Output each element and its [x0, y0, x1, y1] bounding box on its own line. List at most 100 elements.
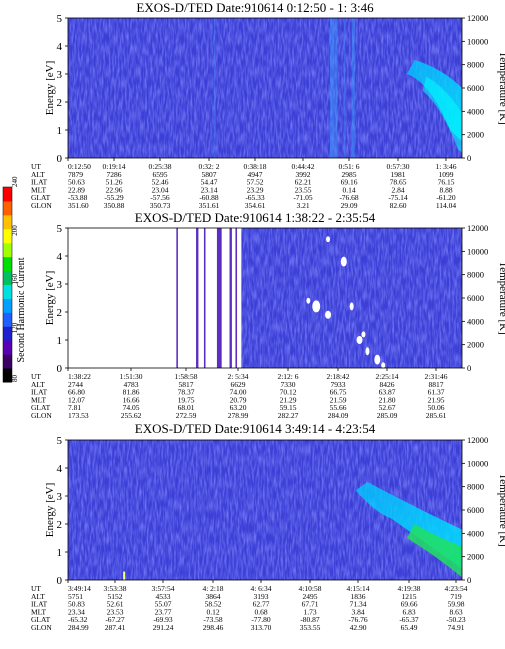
saturated-spot — [306, 297, 311, 304]
table-cell: 65.49 — [401, 623, 418, 632]
table-cell: 351.60 — [68, 201, 89, 210]
row-label: UT — [31, 584, 41, 593]
colorbar-tick-label: 240 — [11, 176, 19, 187]
table-cell: 6.83 — [402, 607, 415, 616]
panel-3: EXOS-D/TED Date:910614 3:49:14 - 4:23:54… — [31, 421, 505, 632]
table-cell: 282.27 — [278, 411, 299, 420]
y-tick-label: 3 — [57, 69, 63, 81]
table-cell: 20.79 — [230, 395, 247, 404]
colorbar-swatch — [3, 242, 12, 258]
table-cell: 0:57:30 — [387, 162, 410, 171]
row-label: ILAT — [31, 178, 48, 187]
panel-1: EXOS-D/TED Date:910614 0:12:50 - 1: 3:46… — [31, 0, 505, 210]
table-cell: 350.73 — [150, 201, 171, 210]
table-cell: 0.68 — [254, 607, 267, 616]
row-label: UT — [31, 372, 41, 381]
table-cell: 58.52 — [205, 600, 222, 609]
table-cell: 66.75 — [330, 388, 347, 397]
saturated-spot — [340, 256, 347, 267]
data-stripe — [176, 228, 178, 368]
y2-tick-label: 10000 — [467, 246, 488, 256]
table-cell: 7.81 — [68, 403, 81, 412]
saturated-spot — [381, 362, 386, 369]
row-label: ALT — [31, 592, 45, 601]
saturated-spot — [361, 331, 366, 338]
panel-2: EXOS-D/TED Date:910614 1:38:22 - 2:35:54… — [31, 210, 505, 420]
table-cell: 3992 — [296, 170, 311, 179]
table-cell: -80.87 — [300, 615, 320, 624]
table-cell: 272.59 — [176, 411, 197, 420]
table-cell: -60.88 — [199, 193, 219, 202]
row-label: GLON — [31, 201, 52, 210]
y2-tick-label: 0 — [467, 575, 471, 585]
table-cell: -50.23 — [446, 615, 466, 624]
table-cell: -71.05 — [293, 193, 313, 202]
table-cell: -76.68 — [339, 193, 359, 202]
table-cell: 81.86 — [123, 388, 140, 397]
table-cell: 114.04 — [436, 201, 457, 210]
table-cell: 4: 6:34 — [250, 584, 271, 593]
table-cell: -77.80 — [251, 615, 271, 624]
y2-tick-label: 6000 — [467, 83, 484, 93]
y2-tick-label: 2000 — [467, 552, 484, 562]
y-axis-label: Energy [eV] — [44, 483, 56, 537]
table-cell: 285.09 — [377, 411, 398, 420]
data-streak — [213, 18, 216, 158]
table-cell: 2:25:14 — [376, 372, 399, 381]
table-cell: 1981 — [391, 170, 406, 179]
table-cell: 52.61 — [107, 600, 124, 609]
table-cell: 0:32: 2 — [198, 162, 219, 171]
colorbar-tick-label: 160 — [11, 274, 19, 285]
row-label: UT — [31, 162, 41, 171]
table-cell: 3193 — [254, 592, 269, 601]
table-cell: 0:51: 6 — [338, 162, 359, 171]
y2-tick-label: 2000 — [467, 340, 484, 350]
table-cell: 719 — [450, 592, 462, 601]
table-cell: 351.61 — [199, 201, 220, 210]
y-axis-label: Energy [eV] — [44, 271, 56, 325]
y-tick-label: 1 — [57, 547, 63, 559]
table-cell: 1:58:58 — [175, 372, 198, 381]
table-cell: 57.52 — [247, 178, 264, 187]
table-cell: 8817 — [429, 380, 444, 389]
colorbar-swatch — [3, 312, 12, 327]
y-tick-label: 3 — [57, 279, 63, 291]
table-cell: 4:15:14 — [347, 584, 370, 593]
colorbar-swatch — [3, 284, 12, 299]
row-label: ALT — [31, 380, 45, 389]
table-cell: 2985 — [342, 170, 357, 179]
colorbar-swatch — [3, 340, 12, 355]
table-cell: 70.12 — [280, 388, 297, 397]
colorbar-swatch — [3, 298, 12, 313]
data-stripe — [229, 228, 232, 368]
y-tick-label: 2 — [57, 307, 63, 319]
table-cell: 21.80 — [379, 395, 396, 404]
table-cell: 6595 — [153, 170, 168, 179]
table-cell: 8426 — [380, 380, 395, 389]
table-cell: 59.98 — [448, 600, 465, 609]
y-tick-label: 2 — [57, 519, 63, 531]
table-cell: 63.20 — [230, 403, 247, 412]
table-cell: -73.58 — [203, 615, 223, 624]
y2-tick-label: 2000 — [467, 130, 484, 140]
table-cell: 2:12: 6 — [277, 372, 298, 381]
colorbar-swatch — [3, 256, 12, 272]
table-cell: 3.84 — [351, 607, 364, 616]
table-cell: 22.96 — [106, 185, 123, 194]
data-spike — [123, 571, 126, 580]
table-cell: 78.65 — [390, 178, 407, 187]
y2-axis-label: Temperature [K] — [497, 51, 505, 124]
data-streak — [351, 18, 355, 158]
row-label: MLT — [31, 395, 47, 404]
y-tick-label: 4 — [57, 463, 63, 475]
data-streak — [330, 18, 335, 158]
y-axis-label: Energy [eV] — [44, 61, 56, 115]
table-cell: 1:51:30 — [120, 372, 143, 381]
y2-tick-label: 8000 — [467, 60, 484, 70]
row-label: GLAT — [31, 193, 51, 202]
y2-tick-label: 0 — [467, 363, 471, 373]
y-tick-label: 0 — [57, 153, 63, 165]
table-cell: 5152 — [108, 592, 123, 601]
table-cell: 3:53:38 — [104, 584, 127, 593]
